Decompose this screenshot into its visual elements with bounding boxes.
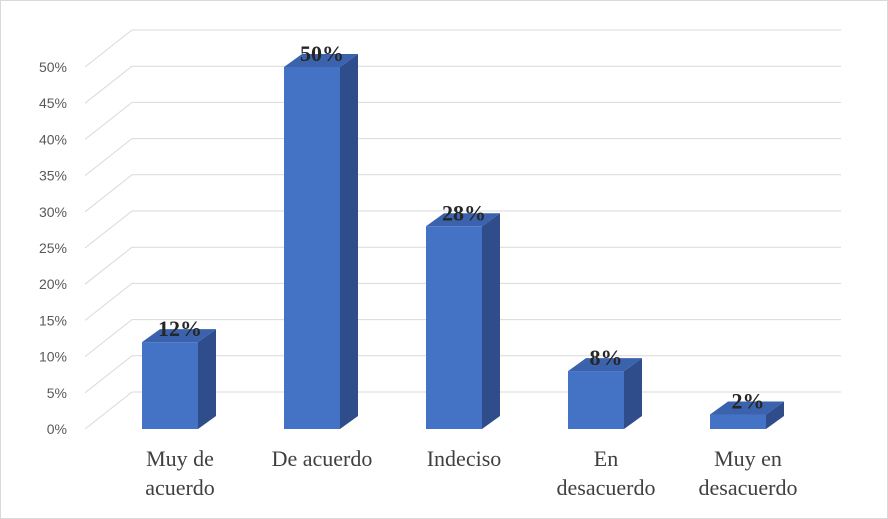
bar-top [142,329,216,343]
bar-front [710,414,766,429]
y-tick-label: 45% [39,95,67,111]
data-label: 50% [300,41,344,66]
x-category-label-line: Muy de [146,446,214,471]
y-tick-label: 35% [39,168,67,184]
gridline [84,138,841,176]
gridline [84,246,841,285]
gridline [84,355,841,394]
bar-top [710,401,784,415]
x-category-label-line: desacuerdo [557,475,656,500]
data-label: 12% [158,316,202,341]
bar-side [766,401,784,429]
data-label: 2% [732,389,765,414]
y-tick-label: 30% [39,204,67,220]
bar-top [568,358,642,372]
x-category-label: Indeciso [427,446,502,471]
bar [426,213,500,429]
x-category-label-line: De acuerdo [272,446,373,471]
bar [568,358,642,429]
bars [142,54,784,429]
gridline [84,29,841,68]
gridline [84,319,841,357]
gridline [84,210,841,249]
x-category-label: En desacuerdo [557,446,656,500]
bar-front [568,371,624,429]
x-category-label: Muy de acuerdo [145,446,215,500]
bar-side [482,213,500,429]
data-label: 28% [442,200,486,225]
bar-side [624,358,642,429]
x-category-label-line: acuerdo [145,475,215,500]
bar-front [142,342,198,429]
y-tick-label: 10% [39,349,67,365]
bar-side [340,54,358,429]
x-category-label-line: desacuerdo [699,475,798,500]
bar-front [426,226,482,429]
bar-top [284,54,358,67]
gridline [84,174,841,213]
gridlines [84,29,841,430]
bar-front [284,67,340,429]
bar [710,401,784,429]
y-tick-label: 20% [39,276,67,292]
bar [142,329,216,429]
y-tick-label: 5% [47,385,67,401]
x-category-label: De acuerdo [272,446,373,471]
bar-side [198,329,216,429]
y-tick-label: 15% [39,312,67,328]
gridline [84,282,841,321]
bar [284,54,358,429]
x-category-label-line: En [594,446,618,471]
gridline [84,65,841,104]
x-category-label: Muy en desacuerdo [699,446,798,500]
bar-top [426,213,500,227]
data-label: 8% [590,345,623,370]
y-tick-label: 0% [47,421,67,437]
y-tick-label: 25% [39,240,67,256]
y-tick-label: 50% [39,59,67,75]
gridline [84,101,841,140]
y-axis-tick-labels: 0% 5% 10% 15% 20% 25% 30% 35% 40% 45% 50% [39,59,67,437]
x-category-label-line: Indeciso [427,446,502,471]
data-labels: 12% 50% 28% 8% 2% [158,41,765,414]
x-axis-category-labels: Muy de acuerdo De acuerdo Indeciso En desacue… [145,446,797,500]
x-category-label-line: Muy en [714,446,782,471]
y-tick-label: 40% [39,131,67,147]
